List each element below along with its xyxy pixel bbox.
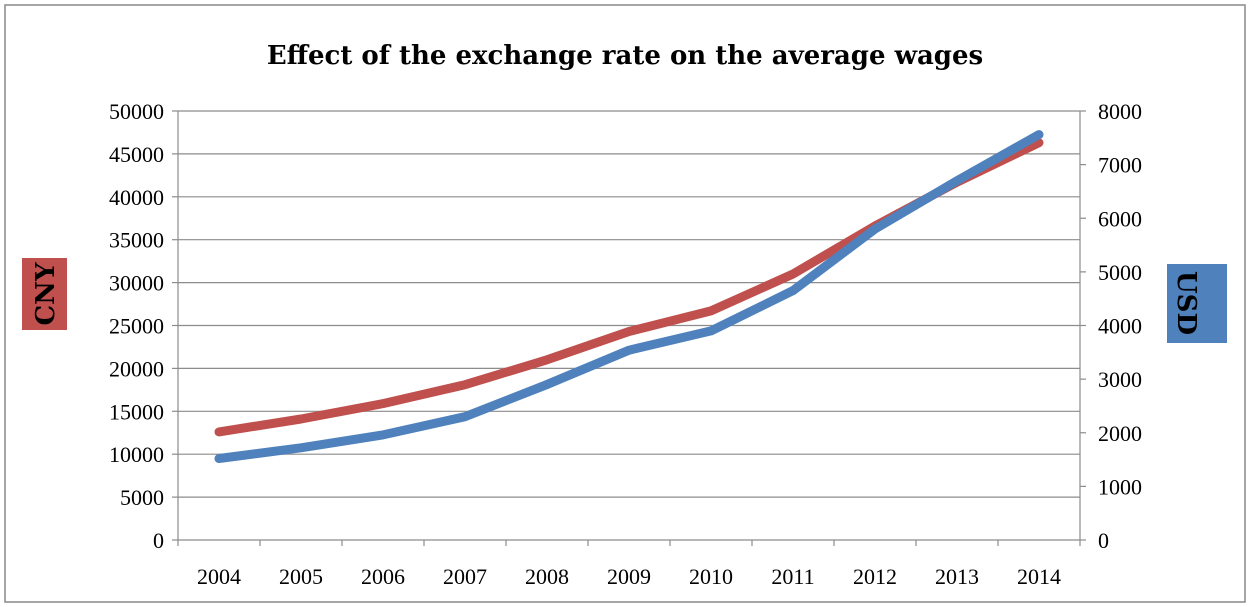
- left-tick-label: 20000: [109, 356, 164, 381]
- left-tick-label: 25000: [109, 314, 164, 339]
- left-axis-title-background: [22, 258, 67, 330]
- right-tick-label: 8000: [1098, 99, 1142, 124]
- right-axis-title-background: [1167, 264, 1227, 343]
- tick-labels: 0500010000150002000025000300003500040000…: [109, 99, 1142, 589]
- left-tick-label: 50000: [109, 99, 164, 124]
- x-tick-label: 2007: [443, 564, 487, 589]
- right-tick-label: 2000: [1098, 421, 1142, 446]
- right-tick-label: 0: [1098, 528, 1109, 553]
- left-tick-label: 30000: [109, 271, 164, 296]
- x-tick-label: 2012: [853, 564, 897, 589]
- right-axis-title: USD: [1171, 271, 1201, 335]
- right-tick-label: 1000: [1098, 474, 1142, 499]
- right-tick-label: 3000: [1098, 367, 1142, 392]
- x-tick-label: 2014: [1017, 564, 1061, 589]
- chart-border: [4, 4, 1246, 603]
- x-tick-label: 2005: [279, 564, 323, 589]
- right-tick-label: 5000: [1098, 260, 1142, 285]
- left-tick-label: 40000: [109, 185, 164, 210]
- right-tick-label: 4000: [1098, 314, 1142, 339]
- x-tick-label: 2013: [935, 564, 979, 589]
- right-tick-label: 7000: [1098, 153, 1142, 178]
- left-tick-label: 5000: [120, 485, 164, 510]
- x-tick-label: 2011: [771, 564, 814, 589]
- left-axis-title: CNY: [31, 262, 61, 325]
- x-tick-label: 2008: [525, 564, 569, 589]
- axes: [172, 110, 1086, 546]
- right-tick-label: 6000: [1098, 206, 1142, 231]
- left-axis-title-box: CNY: [22, 258, 67, 330]
- series-lines: [214, 130, 1044, 463]
- chart-title: Effect of the exchange rate on the avera…: [267, 41, 983, 71]
- left-tick-label: 10000: [109, 442, 164, 467]
- x-tick-label: 2004: [197, 564, 241, 589]
- left-tick-label: 15000: [109, 399, 164, 424]
- left-tick-label: 45000: [109, 142, 164, 167]
- x-tick-label: 2010: [689, 564, 733, 589]
- x-tick-label: 2009: [607, 564, 651, 589]
- right-axis-title-box: USD: [1167, 264, 1227, 343]
- left-tick-label: 35000: [109, 228, 164, 253]
- x-tick-label: 2006: [361, 564, 405, 589]
- left-tick-label: 0: [153, 528, 164, 553]
